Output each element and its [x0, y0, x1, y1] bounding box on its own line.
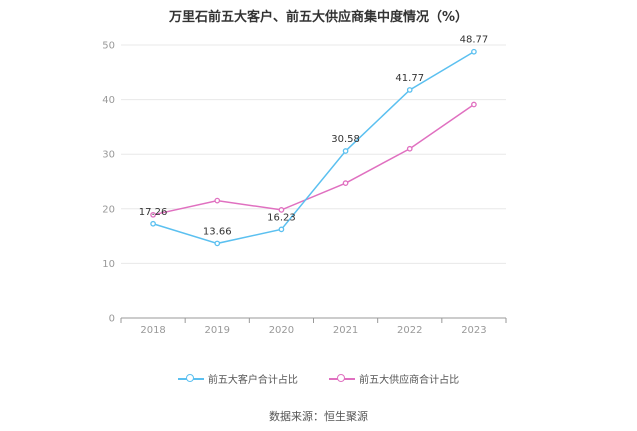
data-point-supplier	[214, 197, 221, 204]
data-point-supplier	[278, 207, 285, 213]
y-tick-label: 50	[102, 41, 115, 52]
x-tick-label: 2021	[333, 325, 358, 336]
data-point-customer	[406, 87, 413, 93]
grid-layer	[121, 44, 506, 264]
y-tick-label: 40	[102, 95, 115, 106]
legend: 前五大客户合计占比 前五大供应商合计占比	[0, 371, 637, 388]
legend-supplier-label: 前五大供应商合计占比	[359, 375, 460, 386]
data-point-customer	[150, 220, 156, 227]
y-tick-label: 0	[109, 314, 115, 325]
chart-title: 万里石前五大客户、前五大供应商集中度情况（%）	[168, 10, 469, 25]
y-tick-label: 30	[102, 150, 115, 161]
data-point-customer	[342, 148, 349, 154]
data-point-supplier	[406, 145, 413, 152]
x-tick-label: 2020	[269, 325, 294, 336]
legend-item-supplier[interactable]: 前五大供应商合计占比	[329, 371, 459, 386]
data-label-customer: 17.26	[139, 207, 168, 218]
x-tick-label: 2018	[140, 325, 165, 336]
data-label-customer: 41.77	[395, 73, 424, 84]
y-tick-label: 20	[102, 204, 115, 215]
data-point-customer	[471, 48, 477, 55]
x-tick-label: 2019	[205, 325, 230, 336]
data-point-customer	[278, 226, 285, 233]
data-point-customer	[214, 240, 221, 247]
x-tick-label: 2022	[397, 325, 422, 336]
data-source: 数据来源：恒生聚源	[269, 410, 368, 423]
y-tick-label: 10	[102, 259, 115, 270]
data-label-customer: 30.58	[331, 134, 360, 145]
axis-layer: 0 10 20 30 40 50 2018 2019 2020 2021 2022 2023	[102, 41, 507, 336]
data-point-supplier	[150, 211, 156, 218]
legend-customer-marker-icon	[177, 373, 204, 385]
data-label-customer: 13.66	[203, 226, 232, 237]
x-tick-label: 2023	[461, 325, 486, 336]
series-layer	[150, 48, 477, 247]
data-label-customer: 48.77	[460, 35, 489, 46]
data-label-customer: 16.23	[267, 212, 296, 223]
series-line-customer	[152, 51, 475, 245]
data-point-supplier	[471, 101, 477, 108]
legend-customer-label: 前五大客户合计占比	[207, 375, 298, 386]
legend-item-customer[interactable]: 前五大客户合计占比	[177, 371, 298, 386]
data-point-supplier	[342, 180, 349, 186]
series-line-supplier	[152, 103, 475, 216]
legend-supplier-marker-icon	[329, 373, 356, 385]
label-layer: 17.26 13.66 16.23 30.58 41.77 48.77	[139, 35, 488, 238]
